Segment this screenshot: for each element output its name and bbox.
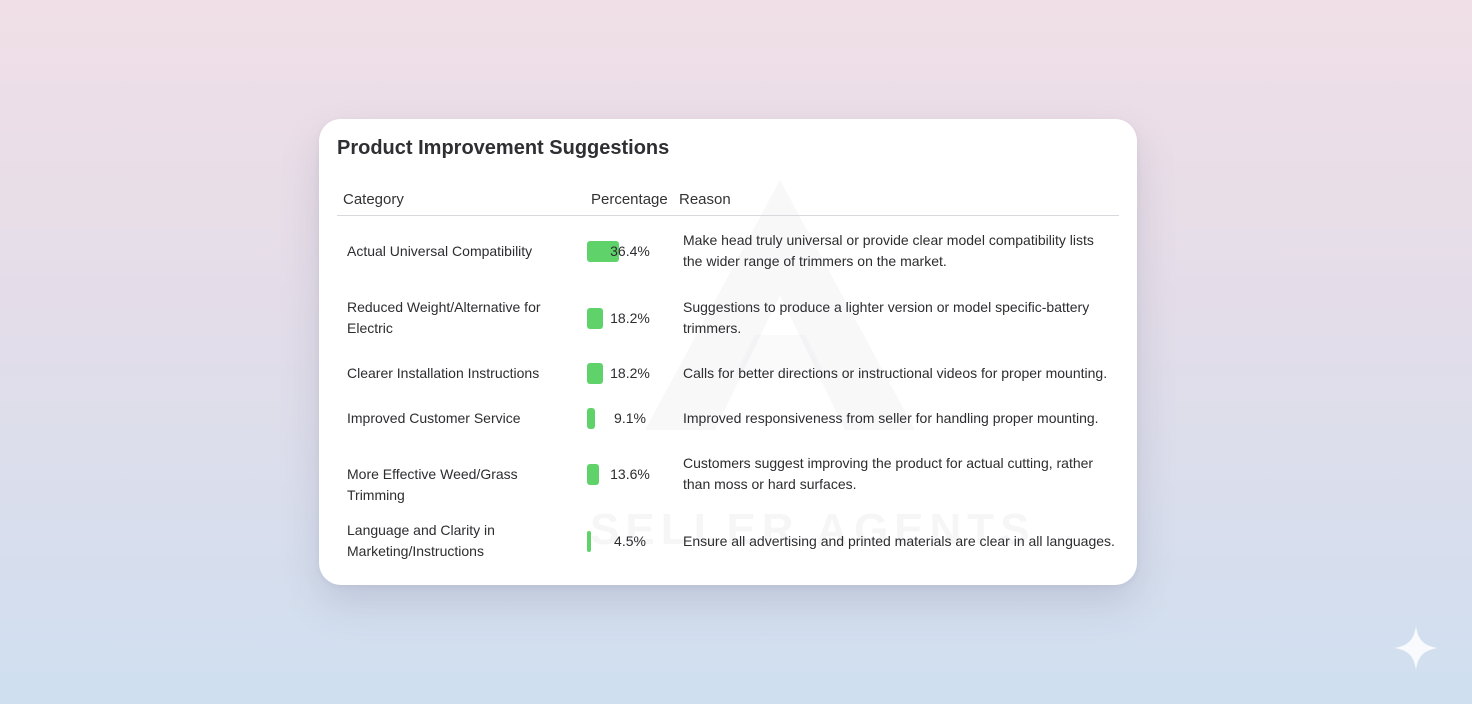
row-4-bar [587, 407, 595, 429]
row-1-category: Actual Universal Compatibility [347, 242, 533, 259]
row-6-reason: Ensure all advertising and printed mater… [683, 532, 1115, 549]
table-card [319, 119, 1137, 585]
row-3-bar [587, 362, 603, 384]
row-2-reason: Suggestions to produce a lighter version… [683, 299, 1090, 336]
row-4-category: Improved Customer Service [347, 409, 521, 426]
sparkle-icon [1394, 626, 1438, 670]
row-4-reason: Improved responsiveness from seller for … [683, 409, 1099, 426]
row-6-percentage: 4.5% [614, 532, 646, 549]
row-2-bar [587, 307, 603, 329]
row-2-percentage: 18.2% [610, 309, 650, 326]
row-4-percentage: 9.1% [614, 409, 646, 426]
column-header-percentage: Percentage [591, 191, 668, 208]
row-5-percentage: 13.6% [610, 465, 650, 482]
row-2-category: Reduced Weight/Alternative for Electric [347, 299, 541, 336]
column-header-reason: Reason [679, 191, 731, 208]
column-header-category: Category [343, 191, 404, 208]
row-6-bar [587, 530, 591, 552]
row-1-percentage: 36.4% [610, 242, 650, 259]
row-5-bar [587, 463, 599, 485]
row-5-category: More Effective Weed/Grass Trimming [347, 465, 518, 503]
row-3-percentage: 18.2% [610, 364, 650, 381]
header-divider [337, 215, 1119, 216]
row-1-bar [587, 240, 619, 262]
row-3-category: Clearer Installation Instructions [347, 364, 540, 381]
row-6-category: Language and Clarity in Marketing/Instru… [347, 522, 495, 559]
row-5-reason: Customers suggest improving the product … [683, 455, 1094, 492]
chart-title: Product Improvement Suggestions [337, 137, 670, 159]
row-3-reason: Calls for better directions or instructi… [683, 364, 1108, 381]
row-1-reason: Make head truly universal or provide cle… [683, 232, 1094, 269]
